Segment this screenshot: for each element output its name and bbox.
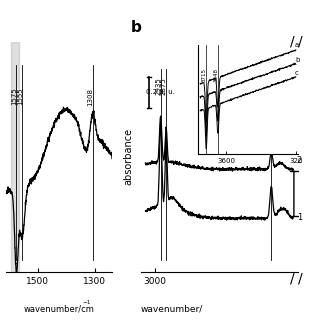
Text: /: / [299, 271, 303, 285]
Text: 1735: 1735 [266, 77, 272, 95]
Text: 0.2 a. u.: 0.2 a. u. [146, 89, 175, 95]
Text: 2: 2 [297, 156, 302, 165]
Text: b: b [131, 20, 142, 35]
Text: 1575: 1575 [11, 88, 17, 105]
Text: /: / [291, 271, 295, 285]
Text: 1555: 1555 [17, 88, 23, 105]
Text: 2875: 2875 [161, 77, 167, 95]
Text: absorbance: absorbance [123, 128, 133, 185]
Text: 2935: 2935 [155, 77, 161, 95]
Text: 3715: 3715 [202, 68, 207, 82]
Text: $^{-1}$: $^{-1}$ [83, 300, 92, 309]
Text: /: / [291, 35, 295, 49]
Text: 1308: 1308 [87, 88, 93, 106]
Text: wavenumber/cm: wavenumber/cm [24, 304, 95, 313]
Text: a: a [295, 43, 299, 48]
Text: 1: 1 [297, 213, 302, 222]
Bar [11, 42, 19, 272]
Text: b: b [295, 57, 300, 63]
Text: 3648: 3648 [213, 68, 219, 82]
Text: /: / [299, 35, 303, 49]
Text: c: c [295, 69, 299, 76]
Text: wavenumber/: wavenumber/ [141, 304, 203, 313]
